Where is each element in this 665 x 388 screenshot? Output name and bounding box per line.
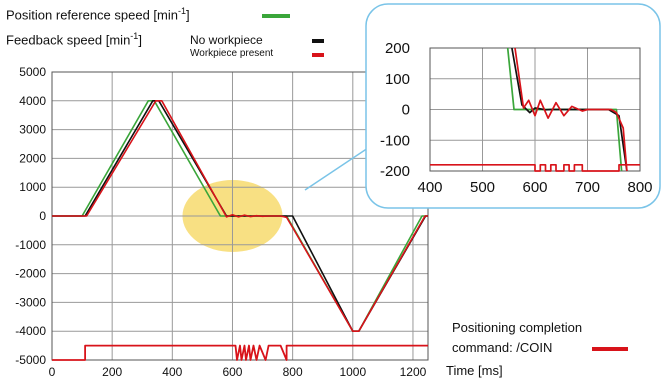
y-tick-label: 2000 <box>19 151 46 165</box>
inset-coin-line <box>430 163 640 172</box>
inset-no-workpiece-line <box>511 47 628 172</box>
inset-x-tick-label: 400 <box>417 179 442 196</box>
inset-workpiece-present-line <box>514 47 628 172</box>
x-tick-label: 0 <box>49 365 56 379</box>
inset-y-tick-label: 0 <box>402 102 410 119</box>
inset-x-tick-label: 500 <box>470 179 495 196</box>
inset-x-tick-label: 800 <box>627 179 652 196</box>
inset-x-tick-label: 700 <box>575 179 600 196</box>
x-tick-label: 200 <box>102 365 122 379</box>
legend-reference-text: Position reference speed [min <box>6 7 178 23</box>
x-tick-label: 600 <box>222 365 242 379</box>
y-tick-label: -1000 <box>15 238 46 252</box>
legend-coin-line1: Positioning completion <box>452 320 583 335</box>
inset-y-tick-label: -100 <box>380 132 410 149</box>
y-tick-label: 5000 <box>19 65 46 79</box>
y-tick-label: -3000 <box>15 295 46 309</box>
legend-workpiece-present-swatch <box>312 53 324 57</box>
legend-workpiece-present-label: Workpiece present <box>190 48 274 59</box>
legend-coin-line2: command: /COIN <box>452 340 553 355</box>
workpiece-present-line <box>52 100 428 333</box>
inset-y-tick-label: -200 <box>380 163 410 180</box>
legend-no-workpiece-label: No workpiece <box>190 33 263 47</box>
x-tick-label: 1000 <box>339 365 366 379</box>
legend-no-workpiece-swatch <box>312 39 324 43</box>
legend-reference-sup: -1 <box>177 6 186 16</box>
reference-speed-line <box>52 100 428 333</box>
legend-feedback-sup: -1 <box>130 31 139 41</box>
y-tick-label: 0 <box>39 209 46 223</box>
legend-coin-swatch <box>592 347 628 351</box>
legend-feedback-end: ] <box>138 32 142 48</box>
x-tick-label: 400 <box>162 365 182 379</box>
inset-y-tick-label: 100 <box>385 71 410 88</box>
y-tick-label: 1000 <box>19 180 46 194</box>
legend-reference-label: Position reference speed [min-1] <box>6 6 190 22</box>
legend-reference-swatch <box>262 14 290 18</box>
y-tick-label: 4000 <box>19 94 46 108</box>
y-tick-label: -5000 <box>15 353 46 367</box>
legend-feedback-text: Feedback speed [min <box>6 32 131 48</box>
x-axis-label: Time [ms] <box>446 363 503 378</box>
legend-reference-end: ] <box>186 7 190 23</box>
coin-signal-line <box>52 344 428 361</box>
y-tick-label: -2000 <box>15 267 46 281</box>
inset-y-tick-label: 200 <box>385 40 410 57</box>
y-tick-label: 3000 <box>19 123 46 137</box>
y-tick-label: -4000 <box>15 324 46 338</box>
inset-x-tick-label: 600 <box>522 179 547 196</box>
legend-feedback-label: Feedback speed [min-1] <box>6 31 142 47</box>
inset-reference-line <box>506 47 623 172</box>
x-tick-label: 1200 <box>400 365 427 379</box>
x-tick-label: 800 <box>283 365 303 379</box>
